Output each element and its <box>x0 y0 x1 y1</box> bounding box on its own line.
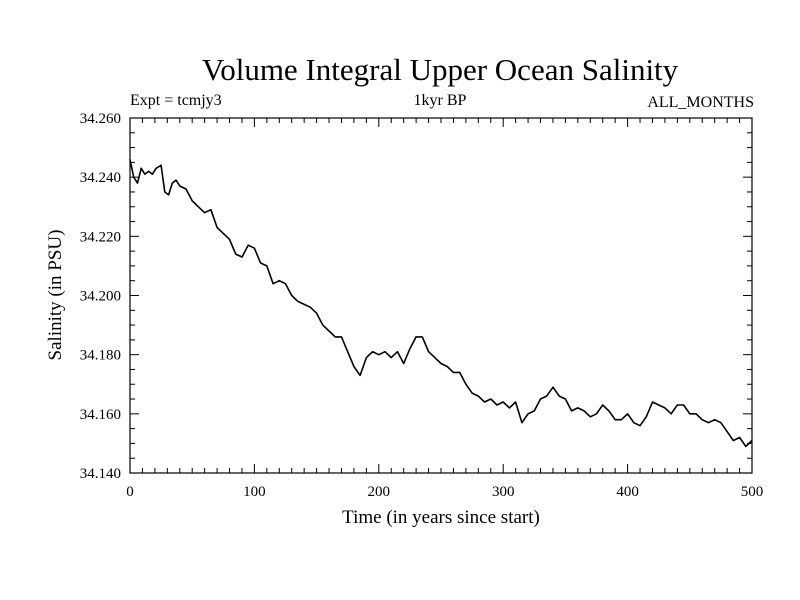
y-tick-label: 34.260 <box>80 111 121 127</box>
x-tick-label: 0 <box>126 484 134 500</box>
minor-ticks <box>130 118 752 473</box>
x-tick-labels: 0 100 200 300 400 500 <box>126 484 763 500</box>
plot-frame <box>129 117 753 474</box>
y-tick-label: 34.160 <box>80 407 121 423</box>
y-tick-label: 34.200 <box>80 289 121 305</box>
x-tick-label: 500 <box>741 484 764 500</box>
y-tick-label: 34.240 <box>80 170 121 186</box>
x-tick-label: 300 <box>492 484 515 500</box>
y-tick-label: 34.140 <box>80 466 121 482</box>
x-axis-label: Time (in years since start) <box>342 507 540 528</box>
x-tick-label: 100 <box>243 484 266 500</box>
y-tick-label: 34.220 <box>80 229 121 245</box>
experiment-label: Expt = tcmjy3 <box>130 92 222 109</box>
x-tick-label: 200 <box>368 484 391 500</box>
y-tick-labels: 34.140 34.160 34.180 34.200 34.220 34.240 34.2… <box>80 111 121 482</box>
salinity-series-line <box>129 159 753 448</box>
y-tick-label: 34.180 <box>80 348 121 364</box>
chart-title: Volume Integral Upper Ocean Salinity <box>201 52 679 87</box>
major-ticks <box>129 117 753 474</box>
y-axis-label: Salinity (in PSU) <box>45 230 66 361</box>
period-label: 1kyr BP <box>413 92 467 109</box>
x-tick-label: 400 <box>616 484 639 500</box>
months-label: ALL_MONTHS <box>647 94 754 111</box>
